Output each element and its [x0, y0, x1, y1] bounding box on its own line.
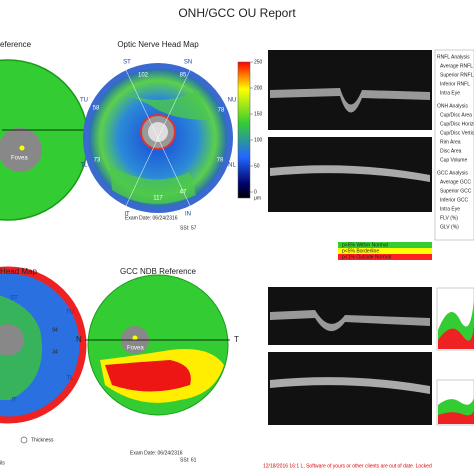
sector-value: 102 [138, 73, 149, 79]
analysis-row: Intra Eye [440, 206, 460, 212]
onh-map [83, 61, 251, 213]
scale-label: 200 [254, 85, 263, 91]
panel-title: GCC NDB Reference [120, 267, 197, 276]
sector-value: 78 [218, 108, 225, 114]
panel-title: Optic Nerve Head Map [117, 40, 199, 49]
sector-value: 47 [180, 190, 187, 196]
sector-value: 58 [93, 106, 100, 112]
analysis-row: Cup Volume [440, 157, 467, 163]
scale-label: 100 [254, 137, 263, 143]
panel-title: eference [0, 40, 32, 49]
ssi: SSI: 61 [180, 457, 197, 463]
legend-label: p>5% Within Normal [342, 242, 388, 248]
oct-scans [268, 50, 432, 425]
scale-label: 250 [254, 59, 263, 65]
sector-label: IN [185, 212, 191, 218]
scale-label: 150 [254, 111, 263, 117]
thickness-map [0, 266, 87, 424]
sector-label: SN [184, 60, 192, 66]
sector-label: TU [66, 310, 74, 316]
sector-label: NL [228, 163, 236, 169]
analysis-row: Superior GCC [440, 188, 472, 194]
gcc-ndb-map [85, 274, 230, 416]
analysis-row: Average RNFL [440, 63, 473, 69]
sector-label: IT [124, 212, 130, 218]
sector-value: 85 [180, 73, 187, 79]
ssi: SSI: 57 [180, 225, 197, 231]
sector-value: 73 [94, 158, 101, 164]
analysis-row: Intra Eye [440, 90, 460, 96]
legend-swatch [338, 242, 432, 248]
scale-unit: μm [254, 195, 261, 201]
analysis-row: Inferior RNFL [440, 81, 470, 87]
sector-label: TU [80, 98, 88, 104]
legend-swatch [338, 254, 432, 260]
panel-title: Head Map [0, 267, 37, 276]
sector-label: TL [80, 163, 88, 169]
report-title: ONH/GCC OU Report [178, 6, 296, 20]
option-label: Thickness [31, 437, 54, 443]
sector-value: 94 [52, 327, 58, 333]
sector-label: ST [123, 60, 131, 66]
sector-label: ST [10, 296, 18, 302]
option-label: ils [0, 460, 5, 466]
nasal-label: N [76, 335, 82, 344]
fovea-label: Fovea [11, 156, 28, 162]
reference-map [0, 59, 112, 221]
fovea-label: Fovea [127, 346, 144, 352]
scale-label: 0 [254, 189, 257, 195]
analysis-row: Inferior GCC [440, 197, 468, 203]
legend-label: p<5% Borderline [342, 248, 379, 254]
sector-label: NU [228, 98, 237, 104]
exam-date: Exam Date: 06/24/2316 [125, 215, 178, 221]
sector-value: 78 [217, 158, 224, 164]
analysis-row: Cup/Disc Area [440, 112, 472, 118]
analysis-row: Superior RNFL [440, 72, 474, 78]
radio-button[interactable] [20, 436, 28, 444]
analysis-row: FLV (%) [440, 215, 458, 221]
sector-value: 117 [153, 196, 163, 202]
sector-label: TL [66, 376, 74, 382]
legend-swatch [338, 248, 432, 254]
analysis-row: Cup/Disc Horizontal [440, 121, 474, 127]
analysis-row: Rim Area [440, 139, 461, 145]
analysis-row: Disc Area [440, 148, 462, 154]
analysis-row: GLV (%) [440, 224, 459, 230]
analysis-header: GCC Analysis [437, 170, 468, 176]
legend-label: p<1% Outside Normal [342, 254, 391, 260]
sector-label: IT [11, 398, 17, 404]
analysis-row: Average GCC [440, 179, 471, 185]
sector-value: 34 [52, 349, 58, 355]
analysis-header: RNFL Analysis [437, 54, 470, 60]
profile-charts [436, 287, 474, 426]
exam-date: Exam Date: 06/24/2316 [130, 450, 183, 456]
analysis-row: Cup/Disc Vertical [440, 130, 474, 136]
footer-warning: 12/18/2016 16:1 L, Software of yours or … [263, 463, 432, 469]
analysis-box [434, 49, 474, 241]
temporal-label: T [234, 335, 239, 344]
scale-label: 50 [254, 163, 260, 169]
analysis-header: ONH Analysis [437, 103, 468, 109]
